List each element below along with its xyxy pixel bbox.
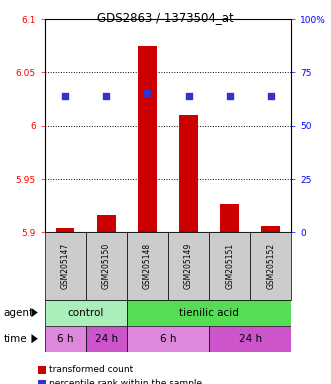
- Text: 6 h: 6 h: [160, 334, 176, 344]
- Polygon shape: [31, 334, 38, 343]
- Text: GSM205148: GSM205148: [143, 243, 152, 289]
- Point: [186, 93, 191, 99]
- Bar: [209, 326, 291, 352]
- Bar: [86, 232, 127, 300]
- Polygon shape: [31, 308, 38, 317]
- Text: time: time: [3, 334, 27, 344]
- Text: 6 h: 6 h: [57, 334, 73, 344]
- Bar: [261, 226, 280, 232]
- Point: [268, 93, 273, 99]
- Bar: [127, 326, 209, 352]
- Text: 24 h: 24 h: [95, 334, 118, 344]
- Text: tienilic acid: tienilic acid: [179, 308, 239, 318]
- Bar: [250, 232, 291, 300]
- Point: [104, 93, 109, 99]
- Text: control: control: [68, 308, 104, 318]
- Bar: [97, 215, 116, 232]
- Bar: [179, 115, 198, 232]
- Point: [63, 93, 68, 99]
- Text: agent: agent: [3, 308, 33, 318]
- Bar: [86, 326, 127, 352]
- Bar: [45, 326, 86, 352]
- Bar: [45, 232, 86, 300]
- Point: [145, 89, 150, 96]
- Text: percentile rank within the sample: percentile rank within the sample: [49, 379, 202, 384]
- Text: GSM205150: GSM205150: [102, 243, 111, 289]
- Point: [227, 93, 232, 99]
- Text: GSM205151: GSM205151: [225, 243, 234, 289]
- Bar: [138, 46, 157, 232]
- Text: GDS2863 / 1373504_at: GDS2863 / 1373504_at: [97, 11, 234, 24]
- Text: GSM205147: GSM205147: [61, 243, 70, 289]
- Text: GSM205152: GSM205152: [266, 243, 275, 289]
- Bar: [209, 232, 250, 300]
- Bar: [220, 204, 239, 232]
- Text: GSM205149: GSM205149: [184, 243, 193, 289]
- Bar: [45, 300, 127, 326]
- Text: 24 h: 24 h: [239, 334, 262, 344]
- Bar: [127, 232, 168, 300]
- Bar: [168, 232, 209, 300]
- Text: transformed count: transformed count: [49, 365, 133, 374]
- Bar: [127, 300, 291, 326]
- Bar: [56, 228, 74, 232]
